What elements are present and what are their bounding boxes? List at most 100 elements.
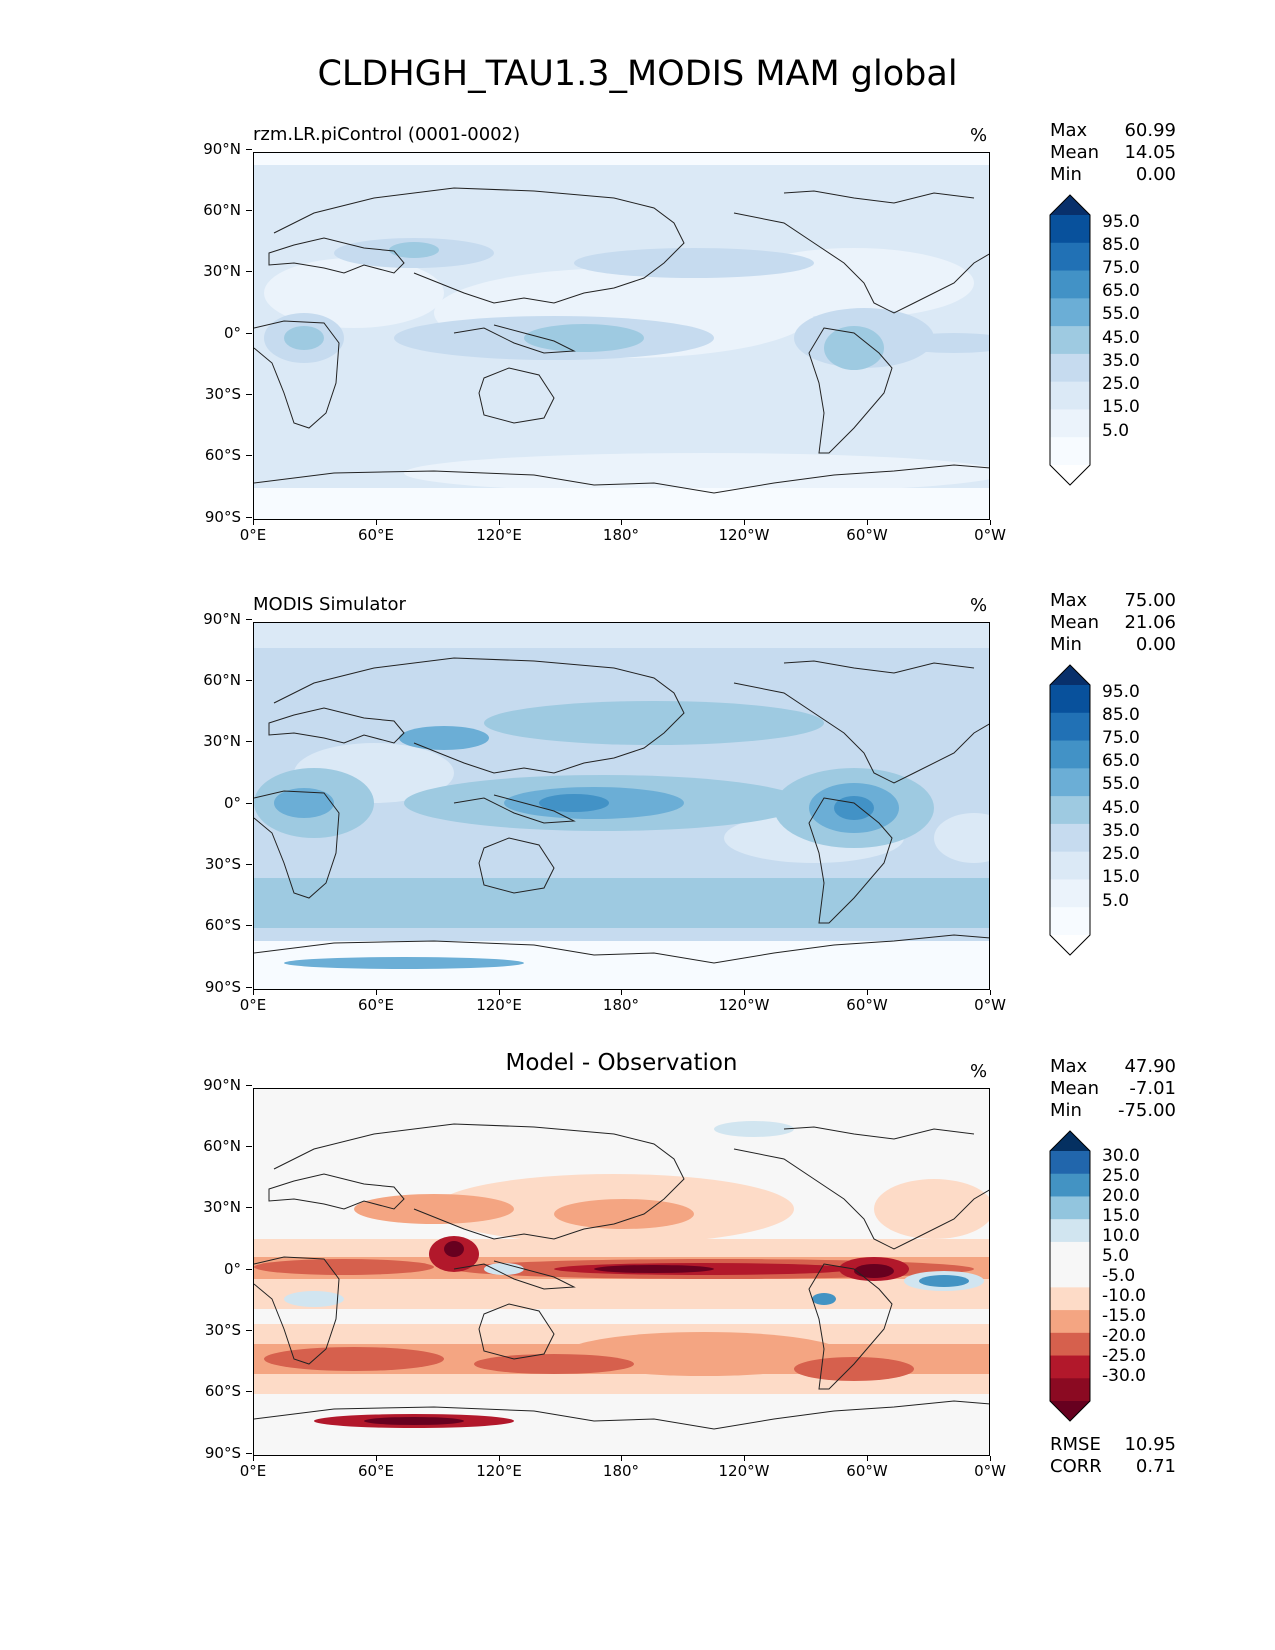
- panel-title: Model - Observation: [505, 1050, 738, 1076]
- stat-label: Max: [1050, 1056, 1088, 1077]
- colorbar-label: -25.0: [1102, 1346, 1146, 1366]
- lat-tick: 0°: [171, 324, 252, 342]
- lat-tick: 60°N: [171, 671, 252, 689]
- colorbar-label: 35.0: [1102, 821, 1140, 841]
- colorbar-label: 45.0: [1102, 328, 1140, 348]
- field-clouds: [254, 701, 989, 969]
- lon-tick: 60°W: [827, 520, 907, 544]
- colorbar-label: 35.0: [1102, 351, 1140, 371]
- lon-tick: 60°E: [336, 1456, 416, 1480]
- lon-tick: 0°W: [950, 520, 1030, 544]
- colorbar-svg: [1049, 664, 1091, 956]
- colorbar-label: 5.0: [1102, 891, 1130, 911]
- stat-label: RMSE: [1050, 1434, 1101, 1455]
- colorbar-extend-bottom: [1050, 1401, 1090, 1421]
- colorbar-band: [1050, 796, 1090, 825]
- rmse-box: RMSE 10.95 CORR 0.71: [1050, 1434, 1176, 1478]
- field-clouds: [264, 238, 989, 370]
- colorbar-band: [1050, 1332, 1090, 1357]
- panel-difference: Model - Observation %: [0, 1048, 1275, 1508]
- stats-box: Max 60.99 Mean 14.05 Min 0.00: [1050, 120, 1176, 186]
- colorbar-band: [1050, 907, 1090, 936]
- stat-value: -7.01: [1129, 1078, 1176, 1099]
- lon-tick: 60°E: [336, 990, 416, 1014]
- panel-model: rzm.LR.piControl (0001-0002) %: [0, 112, 1275, 572]
- map-svg: [254, 623, 989, 989]
- stat-label: Min: [1050, 634, 1082, 655]
- units-label: %: [970, 1061, 988, 1082]
- colorbar-band: [1050, 1287, 1090, 1311]
- colorbar-label: 15.0: [1102, 397, 1140, 417]
- lon-tick: 120°E: [459, 520, 539, 544]
- lat-tick: 60°N: [171, 201, 252, 219]
- stat-value: 21.06: [1124, 612, 1176, 633]
- colorbar-label: 5.0: [1102, 421, 1130, 441]
- lat-tick: 90°S: [171, 978, 252, 996]
- colorbar-band: [1050, 685, 1090, 714]
- coastlines: [254, 1123, 989, 1430]
- colorbar-band: [1050, 879, 1090, 908]
- panel-title: rzm.LR.piControl (0001-0002): [253, 124, 521, 145]
- lon-tick: 60°W: [827, 1456, 907, 1480]
- field-diff: [254, 1121, 989, 1428]
- stat-label: Max: [1050, 590, 1088, 611]
- lat-tick: 90°N: [171, 1076, 252, 1094]
- lon-tick: 60°E: [336, 520, 416, 544]
- colorbar-label: 25.0: [1102, 374, 1140, 394]
- lon-tick: 180°: [581, 520, 661, 544]
- colorbar-extend-top: [1050, 665, 1090, 685]
- colorbar-extend-bottom: [1050, 935, 1090, 955]
- colorbar-label: -5.0: [1102, 1266, 1136, 1286]
- lat-tick: 60°S: [171, 446, 252, 464]
- colorbar-label: -20.0: [1102, 1326, 1146, 1346]
- map-svg: [254, 1089, 989, 1455]
- colorbar-label: 45.0: [1102, 798, 1140, 818]
- colorbar-band: [1050, 1264, 1090, 1288]
- units-label: %: [970, 595, 988, 616]
- colorbar-label: -30.0: [1102, 1366, 1146, 1386]
- colorbar-label: 65.0: [1102, 281, 1140, 301]
- stat-label: Mean: [1050, 1078, 1100, 1099]
- colorbar-label: 55.0: [1102, 774, 1140, 794]
- colorbar-band: [1050, 740, 1090, 769]
- lon-tick: 0°W: [950, 990, 1030, 1014]
- colorbar-extend-bottom: [1050, 465, 1090, 485]
- lon-tick: 0°W: [950, 1456, 1030, 1480]
- coastlines: [254, 187, 989, 494]
- lon-tick: 180°: [581, 990, 661, 1014]
- colorbar-band: [1050, 1378, 1090, 1402]
- colorbar-label: 75.0: [1102, 258, 1140, 278]
- colorbar-outline: [1049, 664, 1091, 956]
- colorbar: [1048, 662, 1092, 962]
- colorbar-band: [1050, 1241, 1090, 1266]
- lat-tick: 90°S: [171, 1444, 252, 1462]
- units-label: %: [970, 125, 988, 146]
- colorbar-label: 30.0: [1102, 1146, 1140, 1166]
- lon-tick: 120°W: [704, 520, 784, 544]
- colorbar-band: [1050, 381, 1090, 410]
- colorbar-label: 95.0: [1102, 682, 1140, 702]
- lat-tick: 0°: [171, 794, 252, 812]
- stats-box: Max 47.90 Mean -7.01 Min -75.00: [1050, 1056, 1176, 1122]
- colorbar-outline: [1049, 194, 1091, 486]
- lat-tick: 0°: [171, 1260, 252, 1278]
- colorbar-band: [1050, 242, 1090, 272]
- stat-label: CORR: [1050, 1456, 1102, 1477]
- colorbar: [1048, 192, 1092, 492]
- stat-label: Max: [1050, 120, 1088, 141]
- colorbar-label: -10.0: [1102, 1286, 1146, 1306]
- colorbar-label: 95.0: [1102, 212, 1140, 232]
- lon-tick: 0°E: [213, 990, 293, 1014]
- colorbar-band: [1050, 353, 1090, 383]
- colorbar-band: [1050, 215, 1090, 244]
- lat-tick: 60°S: [171, 916, 252, 934]
- lat-tick: 90°S: [171, 508, 252, 526]
- lon-tick: 0°E: [213, 520, 293, 544]
- lon-tick: 180°: [581, 1456, 661, 1480]
- colorbar-band: [1050, 1355, 1090, 1379]
- lat-tick: 30°N: [171, 262, 252, 280]
- stat-label: Min: [1050, 164, 1082, 185]
- colorbar-band: [1050, 1219, 1090, 1243]
- map-area: [253, 622, 990, 990]
- stat-value: 0.00: [1135, 634, 1176, 655]
